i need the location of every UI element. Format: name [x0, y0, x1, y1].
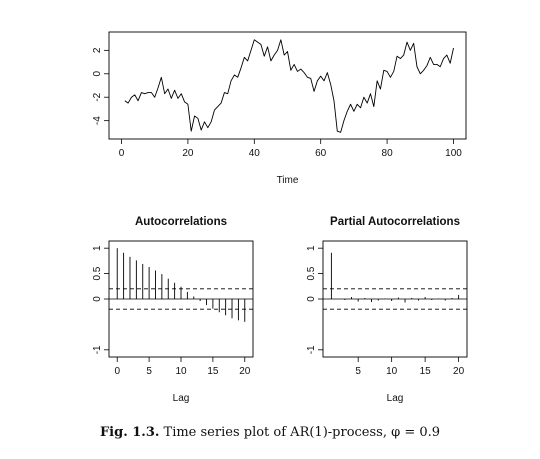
panel1-xtick-label: 40 — [249, 148, 261, 159]
panel3-ytick-label: 0 — [306, 296, 317, 302]
panel1-ytick-label: -2 — [92, 92, 103, 101]
panel2-xtick-label: 20 — [239, 366, 251, 377]
panel1-xtick-label: 100 — [445, 148, 462, 159]
panel1-xtick-label: 0 — [119, 148, 125, 159]
panel1-ytick-label: 2 — [92, 47, 103, 53]
panel3-title: Partial Autocorrelations — [330, 216, 460, 228]
panel3-xtick-label: 5 — [355, 366, 361, 377]
caption-label: Fig. 1.3. — [99, 425, 160, 440]
panel3-xtick-label: 15 — [420, 366, 432, 377]
panel3-ytick-label: 0.5 — [306, 266, 317, 280]
panel2-ytick-label: 1 — [92, 245, 103, 251]
panel2-xtick-label: 0 — [114, 366, 120, 377]
panel3-xtick-label: 20 — [453, 366, 465, 377]
panel3-xtick-label: 10 — [386, 366, 398, 377]
panel2-xtick-label: 5 — [146, 366, 152, 377]
panel1-xtick-label: 60 — [315, 148, 327, 159]
panel2-xtick-label: 10 — [175, 366, 187, 377]
caption-text: Time series plot of AR(1)-process, φ = 0… — [163, 425, 441, 440]
panel1-frame — [108, 31, 467, 140]
panel2-ytick-label: 0 — [92, 296, 103, 302]
panel2-xtick-label: 15 — [207, 366, 219, 377]
panel3-xlabel: Lag — [387, 393, 404, 404]
panel2-xlabel: Lag — [173, 393, 190, 404]
panel1-xtick-label: 80 — [382, 148, 394, 159]
panel2-ytick-label: 0.5 — [92, 266, 103, 280]
panel3-ytick-label: 1 — [306, 245, 317, 251]
panel2-ytick-label: -1 — [92, 345, 103, 354]
panel1-series-line — [124, 39, 454, 133]
panel2-title: Autocorrelations — [135, 216, 227, 228]
panel1-xlabel: Time — [277, 175, 299, 186]
panel3-ytick-label: -1 — [306, 345, 317, 354]
panel1-xtick-label: 20 — [182, 148, 194, 159]
panel1-ytick-label: -4 — [92, 116, 103, 125]
panel1-ytick-label: 0 — [92, 71, 103, 77]
figure-caption: Fig. 1.3. Time series plot of AR(1)-proc… — [0, 425, 540, 440]
